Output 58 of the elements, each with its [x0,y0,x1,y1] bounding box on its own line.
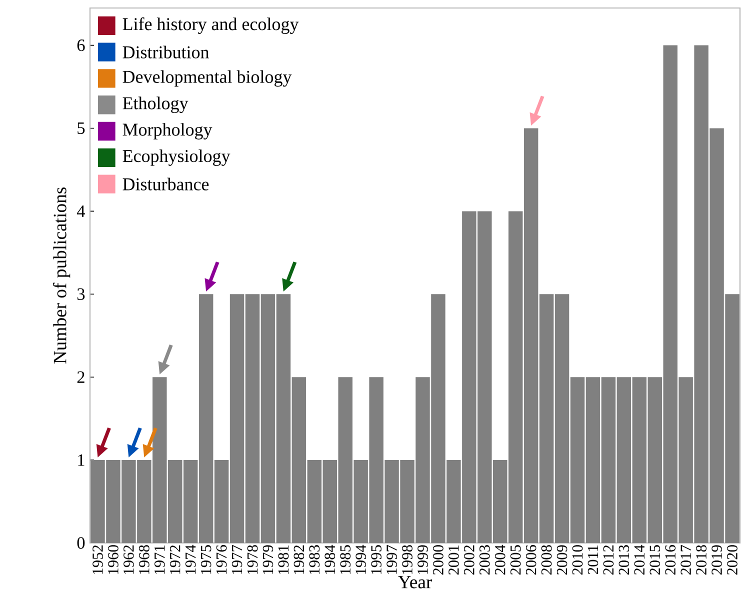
annotation: Morphology [122,123,212,140]
x-tick-label: 1975 [200,545,212,574]
x-tick-label: 1982 [294,545,304,574]
x-tick-label: 2014 [634,544,645,575]
x-tick-label: 1995 [371,545,382,574]
annotation: Life history and ecology [122,17,299,34]
x-tick-label: 2004 [494,544,506,575]
x-tick-label: 2005 [510,545,521,575]
annotation: Ethology [122,96,188,114]
x-tick-label: 1978 [247,545,258,574]
x-tick-label: 1981 [278,546,289,574]
x-tick-label: 1976 [216,545,227,574]
x-tick-label: 2002 [464,545,474,575]
x-tick-label: 2012 [603,545,614,575]
x-tick-label: 2009 [556,545,568,575]
annotation: Distribution [122,46,210,58]
x-tick-label: 1998 [402,545,412,574]
x-tick-label: 1983 [309,545,320,574]
x-tick-label: 1952 [92,545,103,574]
x-tick-label: 1994 [356,544,366,574]
x-tick-label: 2003 [479,545,490,575]
x-tick-label: 2006 [526,545,536,575]
x-tick-label: 2015 [650,545,660,575]
y-tick-label: 5 [78,122,85,134]
x-tick-label: 2019 [712,545,722,575]
y-tick-label: 4 [76,205,86,217]
x-tick-label: 2008 [541,545,552,575]
x-tick-label: 1977 [232,545,242,574]
x-tick-label: 2010 [572,545,583,575]
x-tick-label: 2016 [665,545,676,575]
y-tick-label: 6 [77,39,85,52]
x-tick-label: 1984 [324,544,336,574]
x-tick-label: 2020 [727,545,738,575]
x-tick-label: 2011 [588,546,598,574]
x-tick-label: 1997 [386,545,397,574]
x-tick-label: 2013 [618,545,630,575]
y-tick-label: 0 [77,537,85,549]
x-tick-label: 1974 [185,544,196,574]
y-tick-label: 2 [77,371,84,383]
x-tick-label: 1960 [108,545,118,574]
x-tick-label: 2017 [680,545,691,575]
x-tick-label: 1962 [124,545,134,574]
y-tick-label: 3 [77,288,85,300]
y-axis-title: Number of publications [53,188,70,364]
x-tick-label: 2001 [448,546,459,575]
annotation: Developmental biology [122,70,292,87]
annotation: Disturbance [122,178,209,190]
x-tick-label: 2000 [433,545,444,575]
x-tick-label: 1968 [139,545,150,574]
x-tick-label: 1979 [262,545,274,574]
x-axis-title: Year [398,576,432,588]
x-tick-label: 2018 [696,545,706,575]
x-tick-label: 1972 [170,545,180,574]
x-tick-label: 1999 [418,545,428,574]
y-tick-label: 1 [78,454,84,466]
x-tick-label: 1971 [154,546,165,574]
annotation: Ecophysiology [122,149,230,166]
x-tick-label: 1985 [340,545,351,574]
